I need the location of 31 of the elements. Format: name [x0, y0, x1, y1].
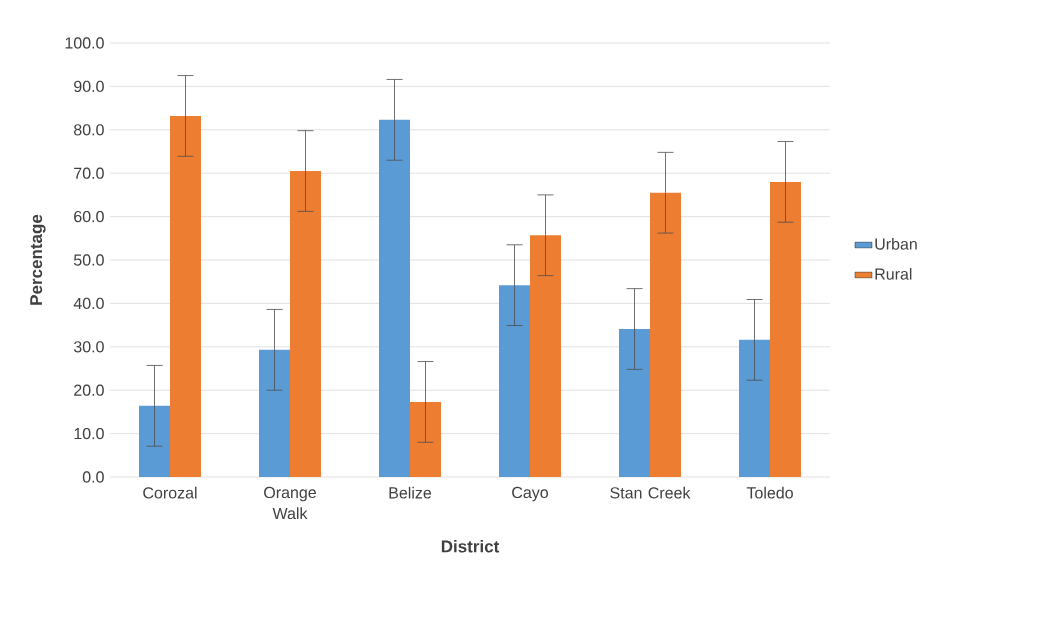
x-tick-label: Cayo — [512, 486, 549, 502]
bar — [650, 192, 682, 477]
y-tick-label: 10.0 — [74, 427, 104, 440]
x-tick-label: Orange Walk — [264, 486, 316, 520]
bar — [739, 339, 771, 477]
legend-label: Urban — [875, 238, 917, 250]
y-tick-label: 30.0 — [73, 341, 104, 353]
bar — [170, 115, 201, 477]
bar — [530, 235, 561, 477]
bar — [290, 171, 321, 477]
bar — [259, 349, 290, 477]
y-tick-label: 70.0 — [74, 167, 104, 179]
y-tick-label: 50.0 — [73, 254, 104, 266]
y-tick-label: 100.0 — [65, 37, 104, 49]
bar — [499, 285, 530, 477]
y-axis-title: Percentage — [30, 214, 46, 305]
x-tick-label: Stan Creek — [610, 486, 691, 499]
y-tick-label: 40.0 — [73, 297, 104, 310]
y-tick-label: 0.0 — [82, 471, 104, 483]
bar — [619, 329, 651, 477]
x-axis-title: District — [441, 539, 500, 553]
bar — [770, 181, 802, 477]
y-tick-label: 90.0 — [74, 80, 104, 93]
y-tick-label: 60.0 — [74, 210, 104, 223]
y-tick-label: 20.0 — [74, 384, 104, 396]
x-tick-label: Belize — [389, 486, 432, 499]
bar — [379, 119, 410, 477]
legend-label: Rural — [875, 267, 912, 280]
x-tick-label: Toledo — [746, 486, 793, 499]
x-tick-label: Corozal — [143, 486, 197, 499]
y-tick-label: 80.0 — [74, 124, 104, 136]
